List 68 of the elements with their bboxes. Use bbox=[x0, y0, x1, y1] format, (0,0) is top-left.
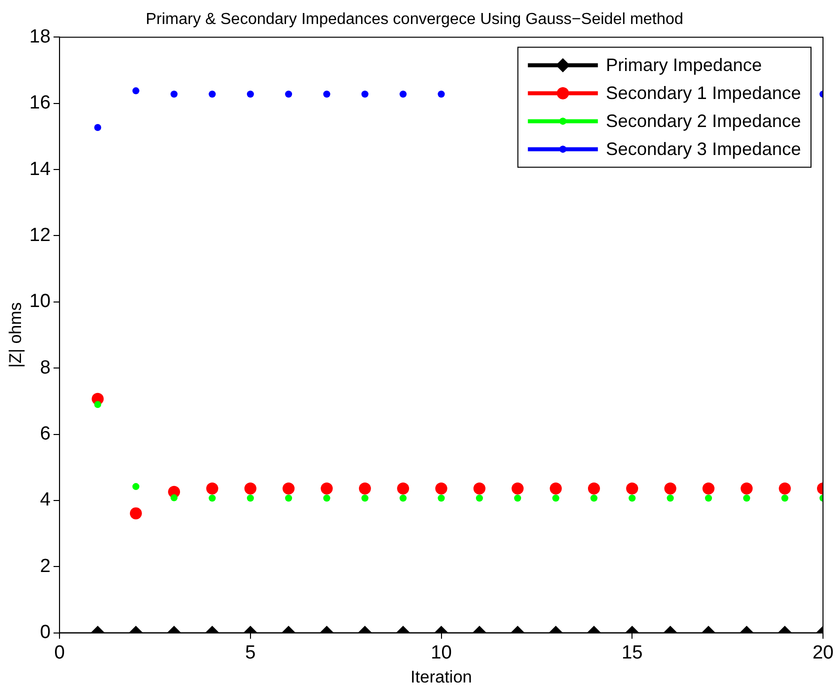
point bbox=[132, 87, 140, 94]
point bbox=[323, 494, 330, 502]
legend-label: Primary Impedance bbox=[606, 55, 762, 76]
y-tick-label: 8 bbox=[40, 357, 51, 378]
point bbox=[282, 482, 295, 495]
point bbox=[244, 482, 256, 495]
y-tick-label: 2 bbox=[40, 556, 51, 577]
point bbox=[208, 90, 216, 98]
point bbox=[94, 124, 102, 132]
x-tick-label: 0 bbox=[54, 642, 65, 664]
point bbox=[435, 482, 448, 495]
y-tick-label: 18 bbox=[29, 26, 51, 48]
y-tick-label: 12 bbox=[29, 224, 51, 246]
point bbox=[550, 482, 562, 495]
point bbox=[246, 494, 254, 502]
legend-label: Secondary 2 Impedance bbox=[606, 111, 802, 132]
point bbox=[170, 90, 178, 98]
y-tick-label: 6 bbox=[40, 424, 51, 444]
point bbox=[626, 482, 638, 495]
y-tick-label: 10 bbox=[29, 291, 51, 312]
point bbox=[132, 483, 140, 490]
point bbox=[94, 400, 102, 408]
point bbox=[438, 494, 445, 502]
point bbox=[361, 90, 368, 98]
point bbox=[514, 494, 522, 502]
legend-label: Secondary 1 Impedance bbox=[606, 83, 802, 104]
point bbox=[512, 482, 524, 495]
point bbox=[246, 90, 254, 98]
y-axis-title: |Z| ohms bbox=[6, 302, 25, 368]
x-tick-label: 15 bbox=[622, 642, 643, 664]
x-tick-label: 20 bbox=[812, 642, 834, 664]
point bbox=[206, 482, 218, 495]
point bbox=[438, 90, 445, 98]
y-tick-label: 14 bbox=[29, 158, 51, 180]
point bbox=[285, 494, 292, 502]
y-tick-label: 4 bbox=[40, 490, 51, 511]
x-tick-label: 5 bbox=[245, 642, 256, 664]
point bbox=[781, 494, 788, 502]
y-tick-label: 0 bbox=[40, 622, 51, 644]
y-tick-label: 16 bbox=[29, 92, 51, 114]
x-axis-title: Iteration bbox=[410, 667, 472, 686]
point bbox=[473, 482, 486, 495]
point bbox=[358, 482, 371, 495]
point bbox=[778, 482, 791, 495]
point bbox=[323, 90, 330, 98]
point bbox=[704, 494, 712, 502]
point bbox=[397, 482, 410, 495]
point bbox=[400, 90, 407, 98]
point bbox=[702, 482, 714, 495]
point bbox=[130, 507, 142, 520]
point bbox=[170, 494, 178, 502]
point bbox=[666, 494, 674, 502]
point bbox=[285, 90, 292, 98]
chart-title: Primary & Secondary Impedances convergece Using Gauss−Seidel method bbox=[146, 11, 684, 28]
point bbox=[740, 482, 753, 495]
point bbox=[552, 494, 560, 502]
x-tick-label: 10 bbox=[430, 642, 452, 664]
legend-label: Secondary 3 Impedance bbox=[606, 139, 802, 160]
point bbox=[320, 482, 333, 495]
point bbox=[743, 494, 750, 502]
point bbox=[588, 482, 600, 495]
point bbox=[208, 494, 216, 502]
point bbox=[476, 494, 483, 502]
point bbox=[361, 494, 368, 502]
point bbox=[628, 494, 636, 502]
point bbox=[400, 494, 407, 502]
point bbox=[664, 482, 676, 495]
point bbox=[590, 494, 598, 502]
